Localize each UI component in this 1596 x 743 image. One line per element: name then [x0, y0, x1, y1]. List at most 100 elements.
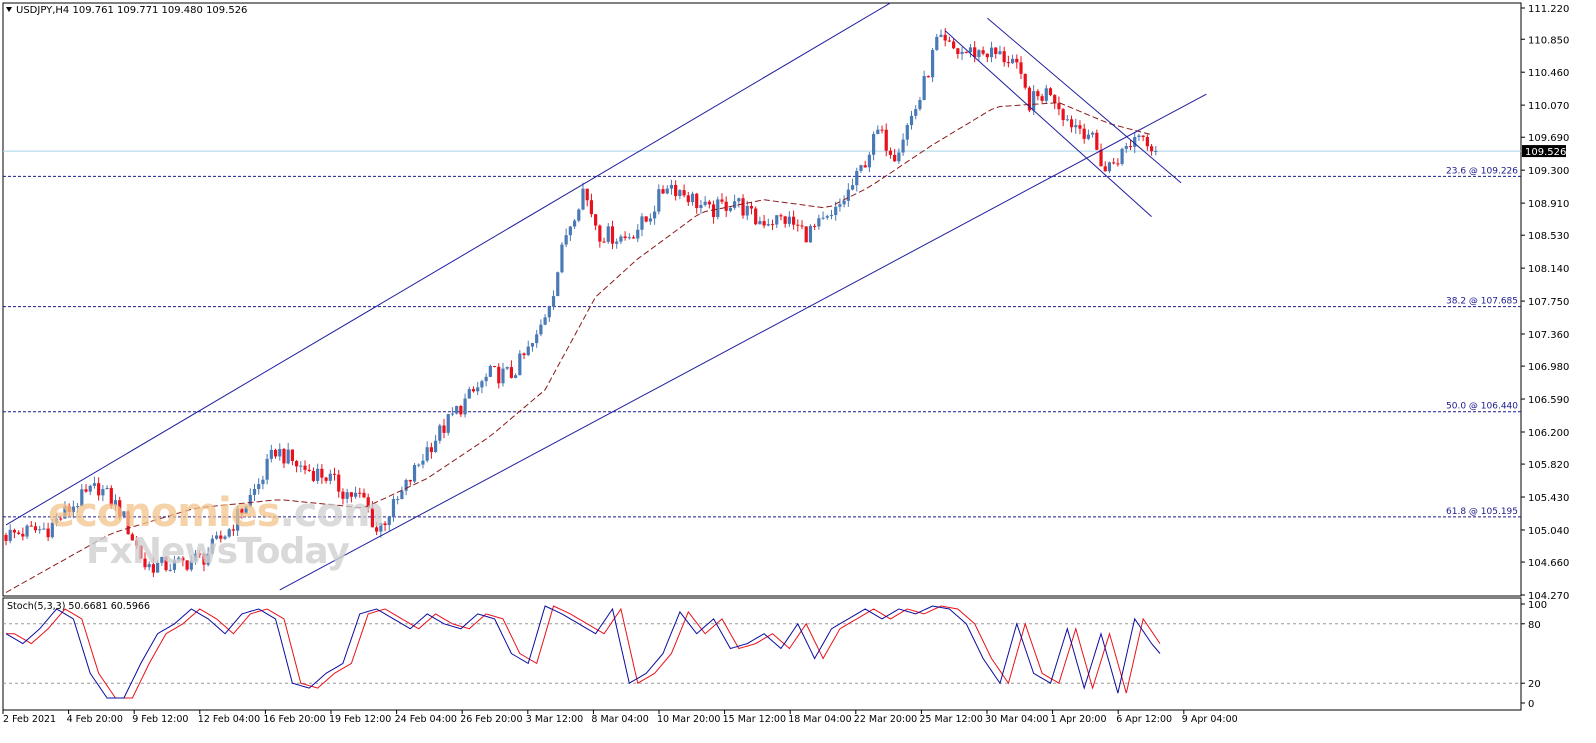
candle-up [859, 165, 863, 171]
candle-down [1002, 51, 1006, 63]
candle-up [391, 499, 396, 518]
candle-down [295, 460, 299, 467]
candle-up [1086, 134, 1091, 139]
candle-down [804, 226, 808, 243]
candle-down [754, 208, 758, 225]
candle-up [838, 204, 842, 207]
x-tick-label: 9 Feb 12:00 [132, 714, 188, 725]
x-tick-label: 22 Mar 20:00 [854, 714, 917, 725]
candle-up [745, 206, 749, 216]
y-tick-label: 110.850 [1528, 35, 1569, 46]
candle-down [1015, 58, 1019, 63]
candle-up [808, 225, 813, 243]
candle-up [535, 334, 539, 344]
candle-up [269, 449, 273, 459]
candle-up [101, 489, 105, 496]
candle-up [328, 473, 332, 481]
candle-up [568, 226, 572, 236]
candle-up [514, 375, 518, 378]
candle-up [210, 538, 214, 554]
x-tick-label: 30 Mar 04:00 [985, 714, 1048, 725]
candle-down [282, 448, 286, 464]
candle-up [998, 51, 1002, 55]
candle-up [63, 506, 67, 519]
candle-down [985, 53, 989, 58]
x-tick-label: 3 Mar 12:00 [526, 714, 583, 725]
candle-up [488, 365, 492, 377]
candle-up [526, 346, 530, 356]
candle-up [930, 49, 935, 78]
y-tick-label: 105.430 [1528, 493, 1569, 504]
candle-down [522, 353, 526, 356]
x-tick-label: 8 Mar 04:00 [591, 714, 648, 725]
candle-down [1141, 135, 1145, 138]
candle-up [25, 525, 29, 537]
candle-up [909, 115, 914, 126]
candle-up [113, 500, 118, 506]
candle-down [332, 473, 337, 475]
y-tick-label: 104.660 [1528, 558, 1569, 569]
y-tick-label: 109.300 [1528, 166, 1569, 177]
candle-up [914, 109, 918, 116]
candle-up [636, 229, 640, 239]
candle-down [594, 214, 598, 226]
candle-down [623, 236, 627, 238]
candle-down [492, 365, 497, 367]
candle-up [379, 523, 383, 532]
candle-up [236, 508, 240, 531]
candle-up [484, 376, 488, 382]
candle-down [762, 221, 766, 226]
candle-down [610, 226, 615, 244]
candle-down [383, 523, 387, 526]
candle-up [918, 100, 922, 110]
candle-up [821, 217, 825, 219]
candle-up [842, 200, 846, 205]
candle-up [1154, 151, 1158, 153]
candle-down [337, 474, 341, 492]
candle-down [741, 198, 745, 216]
candle-down [1036, 91, 1040, 97]
candle-up [787, 216, 791, 224]
candle-up [446, 414, 450, 433]
candle-up [733, 201, 737, 208]
candle-up [905, 125, 909, 140]
y-tick-label: 107.750 [1528, 297, 1569, 308]
candle-down [118, 500, 122, 517]
candle-up [876, 129, 880, 135]
candle-down [1099, 149, 1103, 167]
candle-up [1107, 162, 1112, 172]
y-tick-label: 105.040 [1528, 526, 1569, 537]
candle-up [278, 448, 282, 457]
candle-down [362, 492, 366, 498]
candle-down [134, 540, 139, 546]
candle-up [223, 536, 227, 539]
x-tick-label: 4 Feb 20:00 [67, 714, 123, 725]
candle-up [412, 465, 417, 482]
candle-up [669, 184, 674, 189]
candle-up [690, 193, 695, 203]
candle-down [1040, 96, 1044, 101]
candle-down [695, 193, 699, 209]
candle-down [459, 406, 463, 415]
candle-down [33, 526, 38, 531]
candle-up [206, 553, 210, 565]
candle-up [572, 220, 577, 227]
chart-header: USDJPY,H4 109.761 109.771 109.480 109.52… [16, 5, 247, 16]
y-tick-label: 104.270 [1528, 591, 1569, 602]
candle-up [1091, 132, 1095, 135]
candle-down [143, 558, 147, 568]
candle-down [661, 189, 665, 194]
candle-down [324, 477, 328, 481]
watermark-brand: economies.com [48, 490, 385, 536]
candle-up [619, 236, 623, 242]
candle-down [442, 425, 446, 433]
candle-down [956, 48, 960, 54]
y-tick-label: 108.530 [1528, 231, 1569, 242]
fib-level-label: 23.6 @ 109.226 [1446, 166, 1518, 176]
candle-down [1057, 103, 1061, 110]
candle-down [273, 449, 278, 457]
candle-down [67, 506, 71, 512]
candle-down [994, 47, 998, 55]
candle-down [1069, 119, 1074, 128]
candle-up [728, 207, 733, 211]
